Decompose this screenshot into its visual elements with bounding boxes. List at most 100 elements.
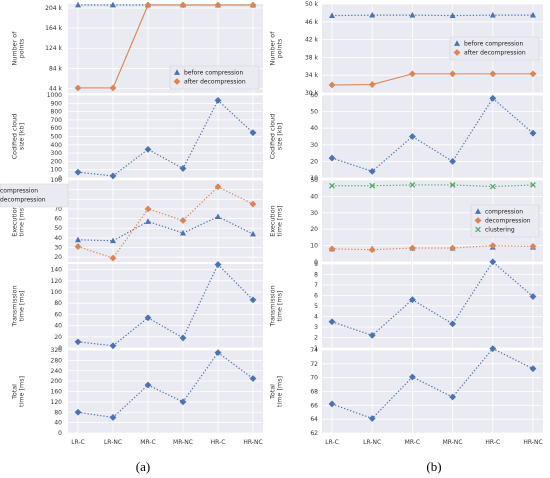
series-line-0	[77, 351, 254, 419]
data-point-1	[249, 1, 257, 9]
y-tick-label: 9	[314, 261, 318, 268]
data-point-1	[74, 84, 82, 92]
data-point-0	[109, 414, 117, 421]
y-axis-label: Totaltime [ms]	[268, 376, 283, 407]
y-tick-label: 40	[310, 193, 318, 200]
data-point-0	[449, 320, 456, 328]
y-tick-label: 62	[310, 430, 318, 437]
legend-entry: before compression	[464, 41, 523, 48]
y-tick-label: 164 k	[45, 25, 62, 32]
subplot-1-2: 0 10 20 30 40 50 Executiontime [ms] compression…	[268, 177, 543, 266]
y-tick-label: 1000	[47, 92, 62, 99]
series-line-1	[77, 186, 254, 259]
y-tick-label: 60	[310, 92, 318, 99]
y-tick-label: 0	[58, 345, 62, 352]
x-tick-label: MR-NC	[173, 439, 193, 446]
y-tick-label: 30	[54, 245, 62, 252]
legend-entry: after decompression	[464, 50, 526, 57]
y-axis-label: Transmissiontime [ms]	[10, 285, 25, 327]
panel-b-chart: 30 k 34 k 38 k 42 k 46 k 50 k Number ofpoints b…	[268, 1, 543, 446]
series-line-1	[331, 73, 533, 86]
subplot-1-4: 62 64 66 68 70 72 74 Totaltime [ms]	[268, 345, 543, 437]
legend-marker	[454, 40, 460, 46]
y-tick-label: 20	[310, 158, 318, 165]
subplot-0-4: 0 40 80 120 160 200 240 280 320 Totaltime [ms]	[10, 347, 263, 437]
data-point-0	[144, 381, 152, 389]
plot-area	[68, 264, 263, 348]
data-point-0	[179, 165, 187, 172]
data-point-0	[74, 338, 82, 346]
subplot-0-3: 0 20 40 60 80 100 120 140 Transmissiontime [ms]	[10, 261, 263, 352]
legend-entry: decompression	[485, 218, 531, 225]
y-tick-label: 5	[314, 303, 318, 310]
y-tick-label: 0	[58, 430, 62, 437]
y-tick-label: 60	[54, 311, 62, 318]
y-tick-label: 124 k	[45, 45, 62, 52]
data-point-0	[214, 96, 222, 104]
y-tick-label: 1	[314, 345, 318, 352]
data-point-2	[329, 182, 335, 189]
y-tick-label: 7	[314, 282, 318, 289]
y-tick-label: 100	[51, 289, 63, 296]
data-point-2	[530, 182, 536, 188]
y-tick-label: 2	[314, 335, 318, 342]
plot-area	[68, 180, 263, 262]
data-point-2	[409, 182, 416, 188]
panel-b-label: (b)	[426, 459, 441, 474]
data-point-1	[449, 244, 456, 252]
x-tick-label: HR-C	[485, 439, 500, 446]
data-point-0	[489, 94, 497, 102]
y-tick-label: 700	[51, 117, 63, 124]
y-tick-label: 68	[310, 389, 318, 396]
plot-area	[322, 95, 543, 178]
legend-entry: after decompression	[184, 79, 246, 86]
y-tick-label: 200	[51, 158, 63, 165]
y-tick-label: 60	[54, 216, 62, 223]
data-point-2	[449, 182, 456, 188]
data-point-0	[249, 296, 257, 304]
data-point-1	[368, 81, 376, 88]
data-point-0	[449, 158, 456, 165]
legend-marker	[475, 226, 481, 233]
y-tick-label: 66	[310, 402, 318, 409]
panel-a-chart: 44 k 84 k 124 k 164 k 204 k Number ofpoints be…	[0, 1, 263, 446]
data-point-1	[179, 217, 187, 224]
data-point-0	[328, 318, 336, 326]
y-tick-label: 8	[314, 272, 318, 279]
data-point-0	[409, 373, 416, 381]
data-point-2	[489, 183, 496, 190]
legend-marker	[173, 78, 181, 85]
series-line-0	[77, 263, 254, 347]
y-tick-label: 20	[310, 226, 318, 233]
y-tick-label: 900	[51, 100, 63, 107]
data-point-1	[328, 245, 336, 253]
x-tick-label: LR-C	[325, 439, 339, 446]
y-tick-label: 80	[54, 409, 62, 416]
data-point-2	[369, 182, 376, 189]
data-point-0	[368, 332, 376, 339]
data-point-0	[409, 133, 416, 140]
data-point-0	[489, 11, 496, 18]
legend-marker	[453, 49, 461, 56]
y-tick-label: 40	[310, 125, 318, 132]
y-tick-label: 320	[51, 347, 63, 354]
data-point-1	[109, 254, 117, 262]
data-point-0	[144, 314, 152, 322]
legend-panel0-row2: compression decompression	[0, 183, 69, 208]
legend-panel1-row0: before compression after decompression	[449, 36, 540, 61]
data-point-0	[214, 349, 222, 356]
data-point-1	[179, 1, 187, 9]
series-line-0	[331, 260, 534, 337]
legend-entry: before compression	[184, 70, 243, 77]
y-tick-label: 70	[310, 375, 318, 382]
data-point-0	[530, 11, 536, 18]
data-point-0	[214, 261, 222, 268]
legend-marker	[474, 217, 482, 224]
legend-panel0-row0: before compression after decompression	[169, 65, 260, 90]
legend-entry: compression	[485, 209, 523, 216]
data-point-1	[409, 244, 416, 252]
data-point-0	[179, 334, 187, 342]
subplot-0-2: 2030405060708090100Executiontime [ms]com…	[0, 177, 263, 262]
y-tick-label: 600	[51, 125, 63, 132]
